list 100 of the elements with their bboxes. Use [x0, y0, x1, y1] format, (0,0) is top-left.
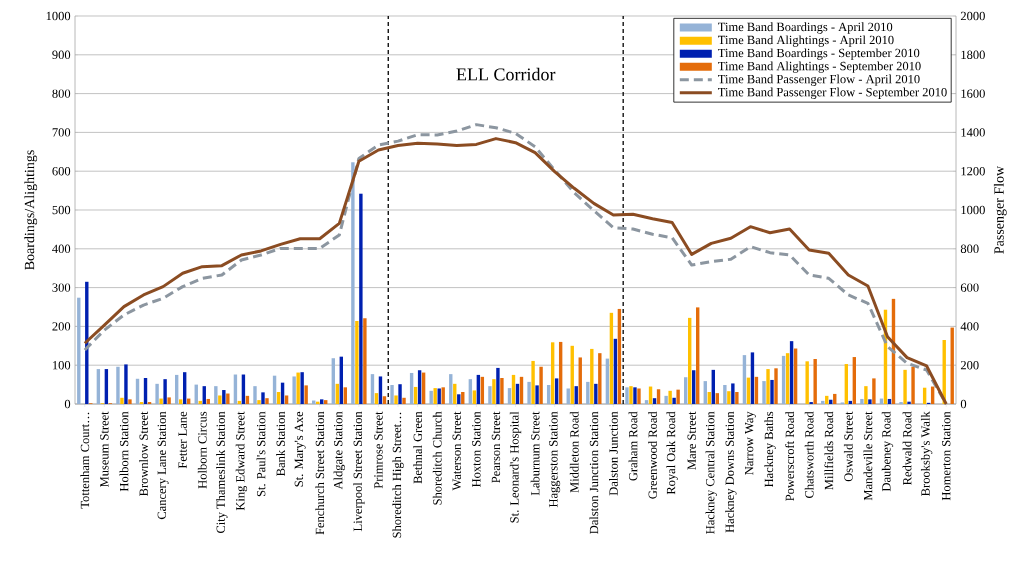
- bar: [664, 395, 668, 404]
- x-tick-label: Hackney Baths: [764, 411, 776, 488]
- bar: [492, 379, 496, 404]
- legend-label: Time Band Boardings - September 2010: [718, 48, 920, 60]
- x-tick-label: Powerscroft Road: [785, 411, 795, 501]
- bar: [656, 389, 661, 404]
- bar: [629, 386, 633, 404]
- bar: [774, 368, 778, 404]
- x-tick-label: Hackney Downs Station: [725, 411, 737, 533]
- bar: [120, 397, 124, 404]
- bar: [218, 395, 222, 404]
- x-tick-label: Greenwood Road: [648, 411, 657, 499]
- x-tick-label: Middleton Road: [569, 411, 579, 493]
- x-tick-label: Holborn Station: [119, 411, 129, 492]
- bar: [500, 378, 504, 404]
- bar: [178, 399, 183, 404]
- bar: [676, 389, 680, 404]
- x-tick-label: Millfields Road: [824, 411, 834, 490]
- x-tick-label: Oswald Street: [843, 411, 853, 482]
- x-tick-label: Brooksby's Walk: [920, 411, 933, 496]
- bar: [535, 385, 539, 404]
- legend-label: Time Band Alightings - April 2010: [718, 35, 894, 47]
- bar: [351, 162, 355, 404]
- x-tick-label: Royal Oak Road: [666, 411, 678, 495]
- bar: [672, 397, 676, 404]
- bar: [496, 367, 500, 404]
- y2-tick-label: 1800: [961, 50, 985, 60]
- y2-tick-label: 1200: [961, 166, 985, 176]
- x-tick-label: Waterson Street: [452, 411, 461, 491]
- bar: [488, 386, 492, 404]
- bar: [359, 193, 363, 404]
- bar: [265, 398, 269, 404]
- x-tick-label: Redwald Road: [902, 411, 912, 485]
- y-tick-label: 100: [52, 360, 71, 370]
- x-tick-label: Hoxton Station: [472, 411, 481, 488]
- bar: [554, 378, 559, 404]
- bar: [472, 390, 477, 404]
- y-tick-label: 200: [52, 322, 71, 331]
- x-tick-label: Hackney Central Station: [705, 411, 717, 534]
- x-tick-label: Fetter Lane: [178, 411, 187, 469]
- x-tick-label: Cancery Lane Station: [157, 411, 169, 520]
- x-tick-label: Shoreditch High Street…: [392, 412, 404, 538]
- bar: [116, 366, 120, 404]
- x-tick-label: St. Paul's Station: [256, 411, 266, 497]
- bar: [390, 384, 394, 404]
- x-tick-label: Narrow Way: [745, 411, 756, 475]
- x-tick-label: Mandeville Street: [863, 411, 873, 501]
- legend-label: Time Band Passenger Flow - September 2010: [718, 87, 947, 99]
- y-tick-label: 900: [52, 50, 71, 60]
- y2-tick-label: 800: [960, 244, 979, 254]
- y2-tick-label: 400: [960, 322, 979, 331]
- bar: [625, 387, 629, 404]
- bar: [770, 379, 774, 404]
- x-tick-label: Museum Street: [100, 411, 109, 488]
- x-tick-label: Primrose Street: [374, 411, 383, 489]
- bar: [527, 381, 531, 404]
- x-tick-label: Laburnum Street: [530, 411, 540, 496]
- y2-tick-label: 2000: [960, 11, 985, 21]
- bar: [457, 394, 461, 404]
- bar: [382, 396, 387, 404]
- bar: [735, 391, 739, 404]
- x-tick-label: Holborn Circus: [197, 411, 207, 489]
- x-tick-label: Liverpool Street Station: [353, 411, 365, 532]
- bar: [864, 386, 868, 404]
- y-tick-label: 300: [52, 283, 71, 292]
- y2-tick-label: 0: [960, 399, 967, 409]
- x-tick-label: Daubeney Road: [881, 411, 894, 492]
- x-tick-label: Homerton Station: [942, 411, 951, 501]
- bar: [633, 387, 637, 404]
- legend-label: Time Band Alightings - September 2010: [718, 61, 921, 73]
- bar: [398, 384, 402, 404]
- bar: [324, 400, 328, 404]
- bar: [320, 399, 324, 404]
- x-tick-label: Tottenham Court…: [80, 412, 90, 509]
- bar: [813, 358, 817, 404]
- y-tick-label: 500: [52, 205, 71, 215]
- bar: [598, 353, 602, 404]
- x-tick-label: Bethnal Green: [413, 411, 423, 484]
- bar: [437, 388, 441, 404]
- bar: [124, 364, 128, 404]
- bar: [762, 381, 766, 404]
- bar: [590, 348, 594, 404]
- bar: [257, 400, 261, 404]
- bar: [284, 395, 289, 404]
- bar: [214, 386, 218, 404]
- bar: [723, 384, 727, 404]
- x-tick-label: Graham Road: [628, 411, 638, 481]
- bar: [805, 361, 809, 404]
- bar: [539, 366, 543, 404]
- y-tick-label: 600: [52, 166, 71, 176]
- bar: [652, 398, 657, 404]
- x-tick-label: Shoreditch Church: [432, 411, 442, 505]
- bar: [531, 360, 535, 404]
- x-tick-label: Bank Station: [276, 411, 285, 476]
- bar: [731, 383, 735, 404]
- bar: [727, 391, 731, 404]
- bar: [637, 388, 641, 404]
- bar: [766, 369, 770, 404]
- bar: [441, 387, 445, 404]
- x-tick-label: Dalston Junction: [609, 411, 618, 496]
